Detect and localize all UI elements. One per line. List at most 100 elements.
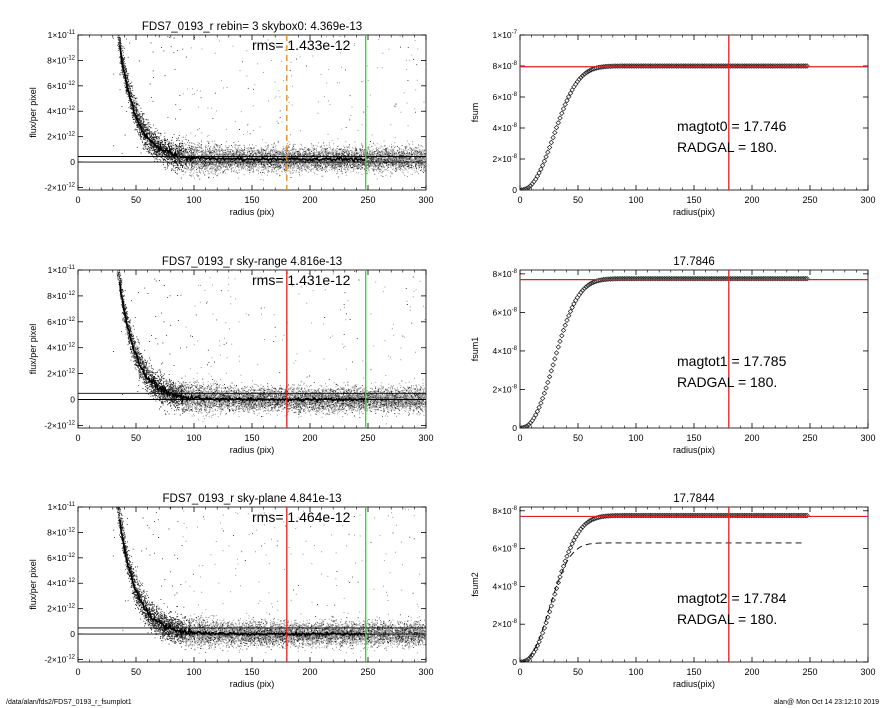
y-tick-label: 6×10-12 (47, 317, 75, 327)
rms-label: rms= 1.464e-12 (252, 509, 351, 525)
x-axis-label: radius (pix) (230, 445, 275, 455)
scatter-points-dark (112, 507, 426, 653)
y-tick-label: 8×10-8 (493, 61, 518, 71)
x-tick-label: 100 (628, 195, 643, 205)
x-tick-label: 100 (186, 667, 201, 677)
x-tick-label: 250 (802, 667, 817, 677)
x-tick-label: 250 (360, 195, 375, 205)
y-tick-label: -2×10-12 (44, 420, 75, 430)
y-tick-label: 2×10-12 (47, 604, 75, 614)
y-axis-label: fsum2 (470, 572, 480, 597)
fsum-curve-markers (520, 512, 810, 662)
plot-title: 17.7844 (673, 493, 715, 505)
x-tick-label: 200 (302, 195, 317, 205)
y-tick-label: -2×10-12 (44, 654, 75, 664)
y-tick-label: 6×10-8 (493, 307, 518, 317)
x-tick-label: 200 (744, 433, 759, 443)
magtot-annotation: magtot1 = 17.785 (677, 353, 787, 369)
y-tick-label: 6×10-12 (47, 81, 75, 91)
y-tick-label: 1×10-11 (48, 30, 76, 40)
x-tick-label: 250 (802, 195, 817, 205)
x-axis-label: radius (pix) (230, 679, 275, 689)
plot-area (520, 270, 868, 428)
magtot-annotation: magtot2 = 17.784 (677, 590, 787, 606)
x-tick-label: 50 (573, 195, 583, 205)
x-tick-label: 250 (360, 433, 375, 443)
x-tick-label: 150 (686, 195, 701, 205)
fsum-curve-markers (520, 276, 810, 428)
x-tick-label: 150 (686, 667, 701, 677)
panel-6: 0 50 100 150 200 250 300 8×10-8 6×10-8 4×10-8 2×10… (470, 493, 876, 689)
x-tick-label: 0 (517, 433, 522, 443)
panel-4: 0 50 100 150 200 250 300 8×10-8 6×10-8 4×10-8 2×10… (470, 256, 876, 455)
x-tick-label: 150 (686, 433, 701, 443)
y-tick-label: 8×10-8 (493, 269, 518, 279)
radial-profile-line (119, 282, 367, 404)
panel-3: 0 50 100 150 200 250 300 1×10-11 8×10-12 6×10-12 4… (28, 256, 434, 455)
y-tick-label: 0 (70, 395, 75, 405)
radgal-annotation: RADGAL = 180. (677, 374, 777, 390)
x-tick-label: 0 (75, 433, 80, 443)
y-axis-label: flux/per pixel (28, 324, 38, 375)
panel-1: 0 50 100 150 200 250 300 1×10-11 8×10-12 6×10-12 4… (28, 21, 434, 217)
y-tick-label: 6×10-8 (493, 92, 518, 102)
x-tick-label: 250 (802, 433, 817, 443)
x-tick-label: 250 (360, 667, 375, 677)
x-tick-label: 50 (131, 195, 141, 205)
y-tick-label: 1×10-11 (48, 265, 76, 275)
magtot-annotation: magtot0 = 17.746 (677, 118, 787, 134)
plot-area (520, 35, 868, 190)
plot-title: FDS7_0193_r sky-range 4.816e-13 (162, 256, 342, 268)
x-tick-label: 0 (75, 195, 80, 205)
x-axis-label: radius (pix) (230, 207, 275, 217)
plot-title: FDS7_0193_r rebin= 3 skybox0: 4.369e-13 (142, 21, 362, 33)
radgal-annotation: RADGAL = 180. (677, 139, 777, 155)
radial-profile-line (119, 519, 367, 638)
plot-frame (519, 34, 869, 191)
y-axis-label: fsum1 (470, 337, 480, 362)
x-tick-label: 50 (573, 667, 583, 677)
rms-label: rms= 1.431e-12 (252, 272, 351, 288)
x-tick-label: 100 (628, 667, 643, 677)
rms-label: rms= 1.433e-12 (252, 37, 351, 53)
x-tick-label: 150 (244, 433, 259, 443)
y-tick-label: 8×10-12 (47, 291, 75, 301)
y-tick-label: 4×10-12 (47, 343, 75, 353)
panel-2: 0 50 100 150 200 250 300 1×10-7 8×10-8 6×10-8 4×10… (470, 30, 876, 217)
y-tick-label: 0 (70, 629, 75, 639)
y-tick-label: 4×10-8 (493, 346, 518, 356)
x-axis-label: radius(pix) (673, 207, 715, 217)
x-tick-label: 150 (244, 195, 259, 205)
y-tick-label: 1×10-11 (48, 502, 76, 512)
x-tick-label: 200 (302, 433, 317, 443)
x-tick-label: 100 (186, 433, 201, 443)
y-axis-label: flux/per pixel (28, 559, 38, 610)
fsum-curve-markers (520, 63, 810, 190)
x-tick-label: 300 (418, 433, 433, 443)
x-tick-label: 50 (131, 667, 141, 677)
x-tick-label: 0 (75, 667, 80, 677)
plot-frame (519, 506, 869, 663)
x-tick-label: 300 (860, 433, 875, 443)
radial-profile-line (119, 45, 367, 163)
plot-area (78, 507, 426, 662)
plot-area (78, 270, 426, 428)
y-tick-label: 2×10-8 (493, 619, 518, 629)
y-axis-label: flux/per pixel (28, 87, 38, 138)
y-tick-label: 4×10-8 (493, 123, 518, 133)
panel-5: 0 50 100 150 200 250 300 1×10-11 8×10-12 6×10-12 4… (28, 493, 434, 689)
footer-timestamp: alan@ Mon Oct 14 23:12:10 2019 (773, 699, 879, 706)
x-tick-label: 300 (860, 195, 875, 205)
x-tick-label: 150 (244, 667, 259, 677)
x-tick-label: 0 (517, 195, 522, 205)
y-tick-label: 2×10-8 (493, 384, 518, 394)
plot-frame (519, 269, 869, 429)
fsum-dashed-curve (520, 542, 803, 662)
y-tick-label: 8×10-12 (47, 55, 75, 65)
y-tick-label: 0 (512, 657, 517, 667)
y-tick-label: 8×10-8 (493, 506, 518, 516)
x-tick-label: 50 (131, 433, 141, 443)
plot-area (78, 35, 426, 190)
y-axis-label: fsum (470, 103, 480, 123)
